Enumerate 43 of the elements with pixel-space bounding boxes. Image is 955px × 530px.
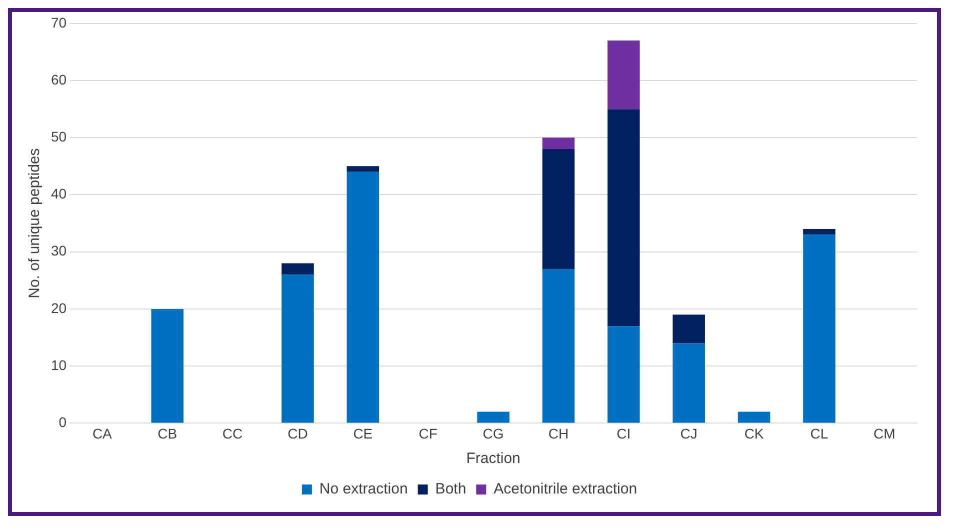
y-tick-label: 40	[50, 186, 67, 202]
y-tick-label: 0	[58, 414, 67, 430]
x-tick-label: CJ	[680, 425, 698, 442]
y-tick-label: 70	[50, 14, 67, 30]
y-tick-label: 20	[50, 300, 67, 316]
x-tick-label: CD	[288, 425, 308, 442]
bar	[738, 412, 770, 423]
legend-label: No extraction	[319, 480, 408, 498]
x-tick-label: CF	[418, 425, 438, 442]
x-tick-label: CK	[744, 425, 764, 442]
bar	[346, 166, 380, 172]
y-tick-label: 30	[50, 242, 67, 259]
bar	[542, 138, 575, 150]
bar	[803, 234, 836, 423]
y-tick-label: 60	[50, 71, 67, 88]
bar	[542, 268, 575, 423]
x-tick-label: CC	[222, 425, 243, 442]
x-tick-label: CB	[158, 425, 178, 442]
bar	[672, 314, 705, 344]
legend-label: Both	[435, 480, 466, 498]
x-tick-label: CI	[616, 425, 631, 442]
y-tick-label: 10	[50, 356, 67, 373]
x-tick-label: CE	[353, 425, 373, 442]
y-tick-label: 50	[50, 128, 67, 144]
x-tick-label: CH	[548, 425, 569, 442]
bar	[608, 326, 640, 423]
x-tick-label: CM	[874, 425, 896, 442]
y-axis-title: No. of unique peptides	[26, 148, 44, 298]
x-tick-label: CL	[810, 425, 828, 442]
bar	[282, 274, 314, 423]
legend-label: Acetonitrile extraction	[494, 480, 638, 498]
bar	[477, 412, 510, 423]
bar	[542, 149, 575, 269]
x-tick-label: CG	[482, 425, 504, 442]
bar	[608, 109, 640, 326]
bar	[608, 40, 640, 110]
x-tick-label: CA	[92, 425, 113, 442]
bar	[151, 308, 184, 423]
bar	[282, 263, 314, 275]
bar	[672, 343, 705, 423]
bar	[803, 229, 836, 235]
bar	[346, 172, 380, 423]
x-axis-title: Fraction	[466, 450, 520, 468]
